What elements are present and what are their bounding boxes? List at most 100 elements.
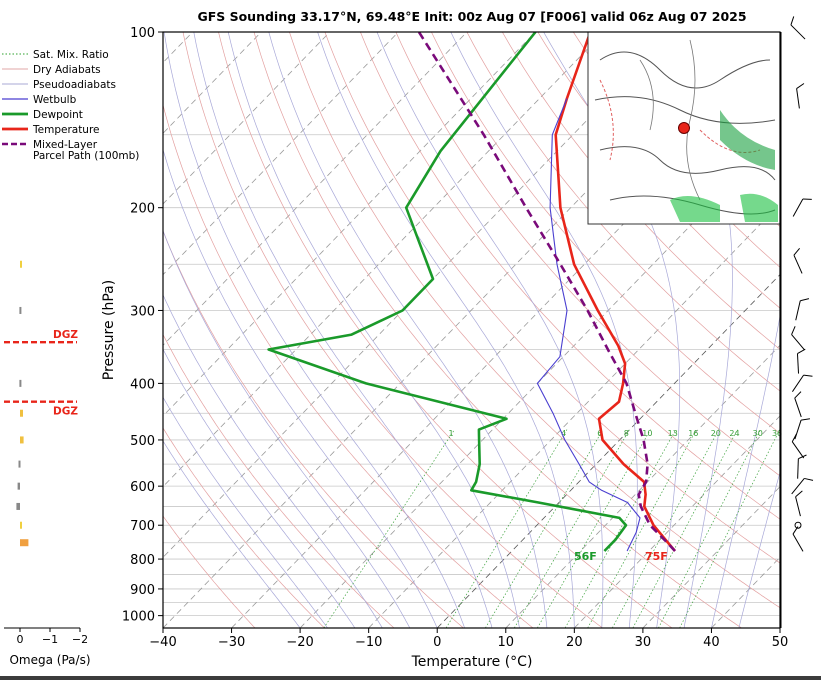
dry-adiabat <box>163 515 256 628</box>
wind-barb <box>790 16 806 40</box>
barb-flag <box>795 490 803 498</box>
barb-flag <box>791 433 797 442</box>
mixing-ratio-label: 10 <box>642 429 652 438</box>
y-tick-label: 100 <box>130 26 155 41</box>
isotherm-line <box>163 32 331 205</box>
x-tick-label: −10 <box>355 635 382 650</box>
dry-adiabat <box>466 32 780 392</box>
moist-adiabat <box>163 229 411 628</box>
wind-barb <box>796 83 805 109</box>
x-tick-label: 0 <box>433 635 441 650</box>
y-tick-label: 400 <box>130 377 155 392</box>
inset-map <box>587 31 781 225</box>
moist-adiabat <box>163 294 383 628</box>
mixing-ratio-line <box>537 429 651 628</box>
barb-flag <box>793 247 801 256</box>
barb-shaft <box>791 374 805 392</box>
legend-label: Wetbulb <box>33 94 77 106</box>
barb-flag <box>803 374 813 377</box>
wind-barb <box>791 433 805 459</box>
wind-barb <box>795 490 803 517</box>
x-tick-label: 10 <box>498 635 515 650</box>
legend: Sat. Mix. Ratio Dry Adiabats Pseudoadiabat… <box>2 49 139 162</box>
dry-adiabat <box>431 32 780 434</box>
wind-barb <box>791 374 813 392</box>
dry-adiabat <box>182 32 603 628</box>
barb-flag <box>801 418 811 421</box>
x-tick-label: 20 <box>566 635 583 650</box>
barb-shaft <box>796 88 800 109</box>
y-tick-label: 1000 <box>122 610 155 625</box>
dry-adiabat <box>360 32 780 520</box>
isotherm-line <box>436 274 780 628</box>
moist-adiabat <box>163 148 438 628</box>
mixing-ratio-line <box>564 429 677 628</box>
barb-flag <box>800 298 810 302</box>
isotherm-line <box>299 132 780 628</box>
wind-barb <box>791 326 805 351</box>
isotherm-line <box>163 32 468 346</box>
mixing-ratio-label: 1 <box>448 429 453 438</box>
omega-bar <box>20 409 23 417</box>
isotherm-line <box>163 32 605 488</box>
mixing-ratio-label: 36 <box>772 429 782 438</box>
omega-bar <box>17 482 20 490</box>
dry-adiabat <box>253 32 742 628</box>
sounding-series <box>267 32 676 552</box>
barb-shaft <box>793 254 803 274</box>
mixing-ratio-label: 16 <box>688 429 698 438</box>
chart-title: GFS Sounding 33.17°N, 69.48°E Init: 00z … <box>197 9 746 24</box>
location-marker <box>678 122 690 134</box>
omega-bar <box>20 260 22 268</box>
barb-flag <box>798 454 807 460</box>
legend-label: Dry Adiabats <box>33 64 101 76</box>
bottom-border <box>0 676 821 680</box>
moist-adiabat <box>227 32 520 628</box>
barb-flag <box>802 198 812 200</box>
y-tick-label: 600 <box>130 480 155 495</box>
barb-shaft <box>791 478 805 495</box>
barb-flag <box>791 326 796 335</box>
x-tick-label: −40 <box>149 635 176 650</box>
moist-adiabat <box>268 32 548 628</box>
barb-shaft <box>797 458 799 479</box>
isotherm-line <box>163 32 673 558</box>
barb-shaft <box>796 353 800 374</box>
dry-adiabat <box>218 32 673 628</box>
omega-bar <box>19 306 22 314</box>
wind-barbs <box>780 16 814 628</box>
dewpoint-line <box>267 32 628 552</box>
wind-barb <box>792 526 804 552</box>
barb-shaft <box>792 198 804 217</box>
moist-adiabat <box>163 32 465 628</box>
isotherm-line <box>163 32 262 134</box>
wind-barb <box>794 391 802 418</box>
y-tick-label: 700 <box>130 519 155 534</box>
moist-adiabat <box>317 32 575 628</box>
wetbulb-line <box>536 98 641 552</box>
wind-barb <box>792 198 812 217</box>
mixing-ratio-label: 8 <box>624 429 629 438</box>
moist-adiabat <box>543 32 681 628</box>
isotherm-line <box>163 32 399 276</box>
mixing-ratio-line <box>587 429 697 628</box>
moist-adiabat <box>658 32 733 628</box>
dry-adiabat <box>163 103 534 628</box>
barb-shaft <box>791 334 805 351</box>
background-lines <box>163 32 780 628</box>
parcel-path-line <box>417 32 676 552</box>
moist-adiabat <box>163 440 301 628</box>
y-tick-label: 300 <box>130 304 155 319</box>
dry-adiabat <box>324 32 780 564</box>
surface-dewpoint-label: 56F <box>574 550 597 563</box>
mixing-ratio-label: 6 <box>597 429 602 438</box>
y-tick-label: 900 <box>130 583 155 598</box>
omega-panel: DGZ DGZ 0 −1 −2 <box>4 260 88 646</box>
dgz-label: DGZ <box>53 329 78 341</box>
barb-shaft <box>792 533 804 552</box>
moist-adiabat <box>376 32 604 628</box>
barb-flag <box>790 16 795 26</box>
mixing-ratio-label: 24 <box>729 429 739 438</box>
y-tick-label: 200 <box>130 202 155 217</box>
x-tick-label: −20 <box>286 635 313 650</box>
